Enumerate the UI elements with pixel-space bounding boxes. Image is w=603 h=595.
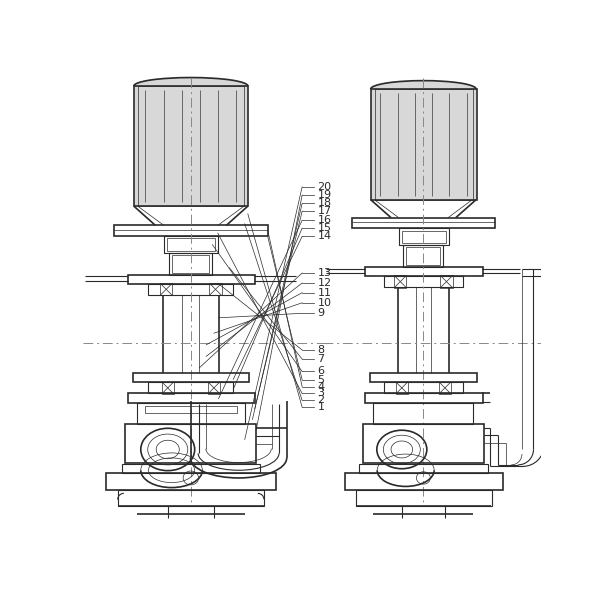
Bar [148,284,233,295]
Bar [370,373,478,383]
Bar [160,283,172,296]
Bar [134,86,248,206]
Bar [384,276,463,287]
Text: 1: 1 [318,402,324,412]
Bar [125,424,256,462]
Bar [371,89,476,200]
Polygon shape [134,77,248,86]
Bar [406,247,440,265]
Bar [371,89,476,200]
Text: 6: 6 [318,367,324,377]
Text: 18: 18 [318,198,332,208]
Bar [394,275,406,288]
Text: 10: 10 [318,298,332,308]
Text: 5: 5 [318,375,324,385]
Bar [356,490,492,506]
Bar [403,245,443,267]
Bar [375,89,473,200]
Text: 9: 9 [318,308,324,318]
Bar [106,474,276,490]
Bar [365,267,482,276]
Text: 16: 16 [318,215,332,226]
Text: 4: 4 [318,381,324,392]
Text: 15: 15 [318,223,332,233]
Bar [440,275,453,288]
Bar [122,464,260,474]
Text: 3: 3 [318,389,324,399]
Bar [373,402,473,424]
Bar [399,228,449,245]
Bar [352,218,495,228]
Bar [396,382,408,394]
Polygon shape [371,81,476,89]
Bar [208,382,220,394]
Bar [384,383,463,393]
Bar [172,255,209,273]
Text: 8: 8 [318,345,324,355]
Bar [114,226,268,236]
Bar [209,283,222,296]
Bar [137,86,244,206]
Bar [345,474,503,490]
Bar [133,373,248,383]
Text: 19: 19 [318,190,332,200]
Bar [118,490,264,506]
Text: 2: 2 [318,395,324,405]
Bar [128,393,254,402]
Bar [162,382,174,394]
Text: 20: 20 [318,182,332,192]
Text: 17: 17 [318,206,332,216]
Text: 11: 11 [318,288,332,298]
Bar [137,402,245,424]
Text: 12: 12 [318,278,332,288]
Text: 14: 14 [318,231,332,242]
Bar [167,239,215,251]
Bar [134,86,248,206]
Bar [359,464,488,474]
Text: 7: 7 [318,354,324,364]
Text: 13: 13 [318,268,332,278]
Bar [164,236,218,253]
Bar [365,393,482,402]
Bar [402,231,446,243]
Bar [145,406,237,414]
Bar [128,275,254,284]
Bar [148,383,233,393]
Bar [439,382,451,394]
Bar [362,424,484,462]
Bar [169,253,212,275]
